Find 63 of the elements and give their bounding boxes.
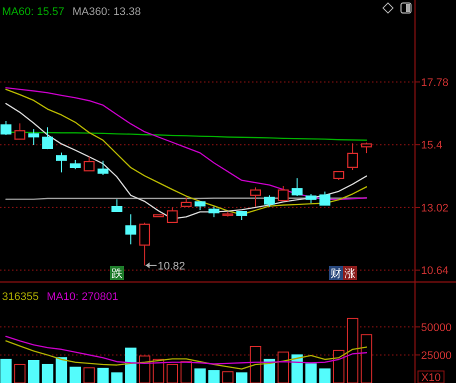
text: X10 (421, 372, 441, 383)
y-tick-label: 15.4 (421, 140, 442, 152)
bar (180, 361, 192, 383)
bar (14, 364, 26, 383)
annotation: 跌 (112, 267, 122, 280)
bar (250, 346, 262, 383)
text: MA10: 270801 (46, 291, 118, 303)
candlestick (264, 194, 275, 208)
annotation: 财 (330, 267, 342, 280)
candlestick (56, 152, 67, 173)
candlestick (139, 222, 150, 266)
bar (360, 334, 372, 383)
bar (125, 348, 136, 383)
annotation: 10.82 (158, 260, 186, 272)
candlestick (98, 160, 108, 176)
bar (70, 366, 81, 383)
candlestick (111, 198, 122, 212)
bar (222, 371, 234, 383)
bar (56, 357, 68, 383)
candlestick (347, 142, 358, 170)
bar (138, 356, 150, 383)
candlestick (278, 186, 289, 202)
bar (208, 370, 220, 383)
bar (194, 368, 206, 383)
candlestick (292, 178, 303, 197)
candlestick (28, 128, 40, 146)
bar (97, 368, 109, 383)
bar (264, 358, 276, 383)
annotation: 涨 (344, 267, 356, 280)
y-tick-label: 50000 (421, 322, 452, 334)
candlestick (0, 120, 12, 136)
bar (0, 358, 12, 383)
candlestick (306, 193, 316, 204)
bar (278, 352, 289, 383)
y-tick-label: 13.02 (421, 202, 449, 214)
candlestick (208, 206, 220, 218)
text: 316355 (2, 291, 39, 303)
text: MA60: 15.57 (2, 6, 64, 18)
bar (346, 318, 358, 383)
candlestick (70, 159, 81, 170)
bar (42, 364, 54, 383)
bar (333, 350, 344, 383)
candlestick (42, 126, 54, 150)
candlestick (84, 156, 95, 172)
bar (111, 372, 123, 383)
bar (166, 364, 178, 383)
bar (319, 368, 331, 383)
candlestick (166, 206, 178, 224)
bar (236, 372, 248, 383)
text: MA360: 13.38 (72, 6, 141, 18)
candlestick (319, 191, 330, 206)
candlestick (125, 214, 136, 245)
line-series (5, 340, 368, 370)
y-tick-label: 17.78 (421, 76, 449, 89)
y-tick-label: 25000 (421, 350, 452, 362)
y-tick-label: 10.64 (421, 265, 449, 278)
candlestick (14, 122, 26, 140)
bar (83, 367, 95, 383)
bar (305, 363, 317, 383)
bar (28, 360, 40, 383)
line-series (5, 336, 368, 365)
candlestick (250, 186, 261, 208)
candlestick (361, 142, 372, 154)
